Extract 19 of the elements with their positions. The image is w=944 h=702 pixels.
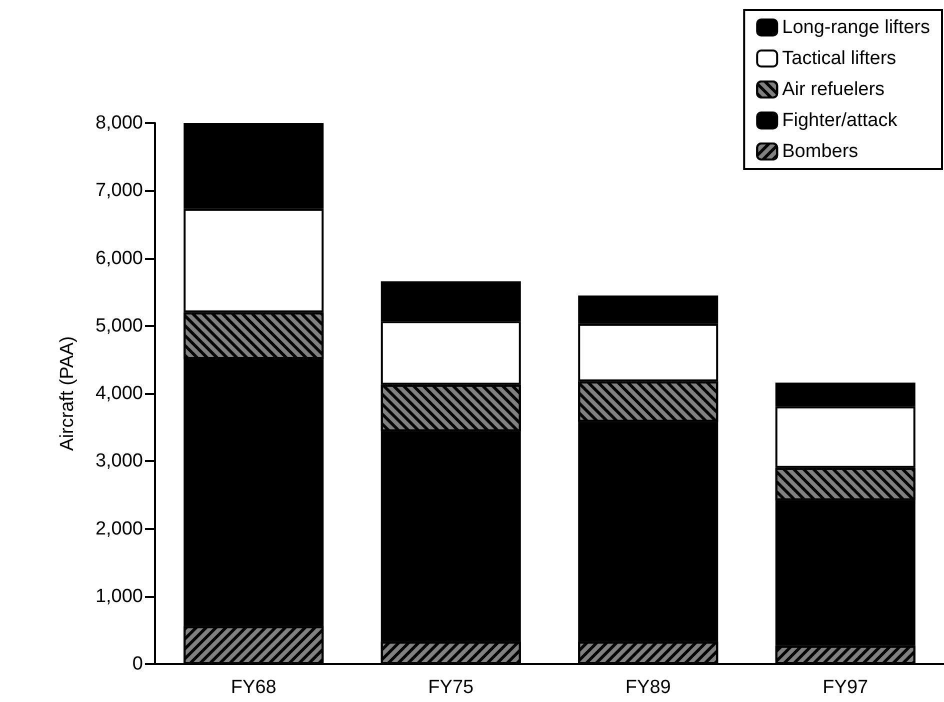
legend-label: Bombers — [782, 141, 858, 162]
y-tick-label: 7,000 — [95, 180, 143, 202]
y-tick-label: 1,000 — [95, 586, 143, 607]
legend-label: Air refuelers — [782, 79, 885, 100]
y-tick-label: 8,000 — [95, 112, 143, 134]
x-tick-label: FY97 — [822, 677, 868, 698]
y-tick-label: 6,000 — [95, 248, 143, 269]
y-tick-label: 5,000 — [95, 315, 143, 336]
x-tick-label: FY68 — [230, 677, 276, 698]
legend-label: Tactical lifters — [782, 48, 896, 69]
y-axis-title: Aircraft (PAA) — [57, 336, 78, 451]
y-tick-label: 0 — [132, 654, 143, 674]
legend-label: Long-range lifters — [782, 17, 930, 38]
y-tick-label: 3,000 — [95, 450, 143, 472]
y-tick-label: 4,000 — [95, 383, 143, 404]
y-tick-label: 2,000 — [95, 518, 143, 540]
x-tick-label: FY89 — [625, 677, 671, 698]
x-tick-label: FY75 — [428, 677, 474, 698]
legend-label: Fighter/attack — [782, 110, 898, 131]
